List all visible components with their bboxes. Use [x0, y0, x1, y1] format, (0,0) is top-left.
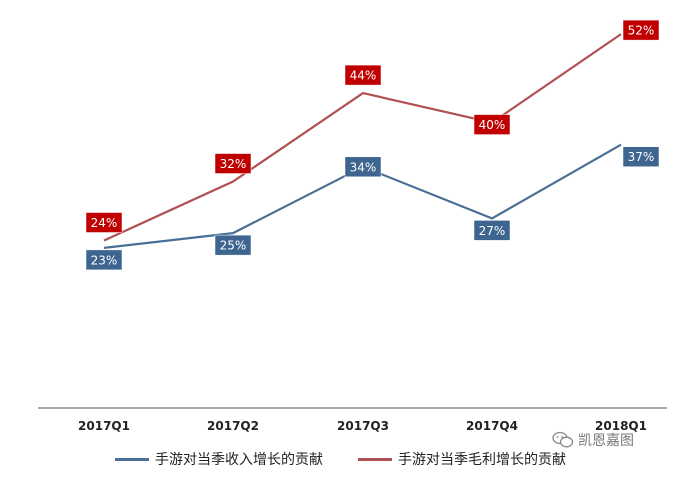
data-label-s0-p2: 34% [344, 156, 382, 178]
legend-item-profit: 手游对当季毛利增长的贡献 [358, 446, 566, 472]
data-label-box [473, 220, 511, 241]
data-label-s0-p0: 23% [85, 249, 123, 271]
watermark-text: 凯恩嘉图 [578, 433, 634, 449]
data-label-text: 24% [91, 216, 118, 230]
data-label-text: 40% [479, 118, 506, 132]
data-label-box [85, 249, 123, 271]
x-tick-label: 2017Q3 [337, 419, 389, 433]
data-label-s1-p2: 44% [344, 64, 382, 86]
legend-label-revenue: 手游对当季收入增长的贡献 [155, 452, 323, 468]
data-label-box [473, 114, 511, 135]
legend-swatch-revenue [115, 457, 149, 461]
legend-label-profit: 手游对当季毛利增长的贡献 [398, 452, 566, 468]
x-tick-label: 2018Q1 [595, 419, 647, 433]
x-tick-label: 2017Q1 [78, 419, 130, 433]
data-label-s1-p1: 32% [214, 153, 252, 174]
data-label-box [344, 156, 382, 178]
legend-swatch-profit [358, 457, 392, 461]
series-line-1 [103, 33, 622, 242]
data-label-text: 52% [628, 24, 655, 38]
watermark: 凯恩嘉图 [552, 428, 634, 452]
data-label-text: 27% [479, 224, 506, 238]
legend-item-revenue: 手游对当季收入增长的贡献 [115, 446, 323, 472]
data-label-box [214, 153, 252, 174]
legend: 手游对当季收入增长的贡献 手游对当季毛利增长的贡献 [0, 446, 693, 472]
x-tick-label: 2017Q4 [466, 419, 518, 433]
data-label-box [214, 234, 252, 256]
data-label-box [622, 19, 660, 41]
data-label-box [622, 146, 660, 167]
data-label-box [344, 64, 382, 86]
data-label-box [85, 212, 123, 233]
data-label-s0-p3: 27% [473, 220, 511, 241]
wechat-icon [552, 431, 574, 448]
data-label-text: 23% [91, 253, 118, 267]
x-tick-label: 2017Q2 [207, 419, 259, 433]
line-chart: 23% 25% 34% 27% 37% 24% 32% 44% 40% 52% 2017Q1 201… [38, 19, 667, 433]
data-label-s0-p4: 37% [622, 146, 660, 167]
data-label-text: 34% [350, 160, 377, 174]
data-label-s1-p4: 52% [622, 19, 660, 41]
data-label-text: 37% [628, 150, 655, 164]
data-label-text: 32% [220, 157, 247, 171]
data-label-s1-p3: 40% [473, 114, 511, 135]
data-label-text: 25% [220, 239, 247, 253]
data-label-text: 44% [350, 69, 377, 83]
data-label-s1-p0: 24% [85, 212, 123, 233]
data-label-s0-p1: 25% [214, 234, 252, 256]
